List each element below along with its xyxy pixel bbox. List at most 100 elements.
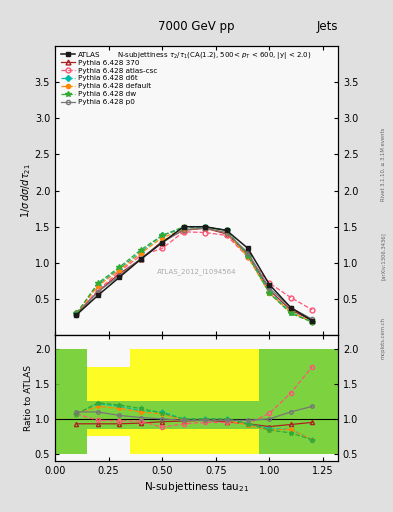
Pythia 6.428 atlas-csc: [310, 307, 315, 313]
Pythia 6.428 default: [138, 250, 143, 257]
Legend: ATLAS, Pythia 6.428 370, Pythia 6.428 atlas-csc, Pythia 6.428 d6t, Pythia 6.428 : ATLAS, Pythia 6.428 370, Pythia 6.428 at…: [58, 49, 160, 108]
Pythia 6.428 atlas-csc: [203, 229, 208, 236]
Pythia 6.428 default: [310, 319, 315, 325]
Pythia 6.428 d6t: [74, 310, 79, 316]
Line: Pythia 6.428 atlas-csc: Pythia 6.428 atlas-csc: [74, 229, 315, 316]
Pythia 6.428 d6t: [181, 225, 186, 231]
Pythia 6.428 d6t: [267, 289, 272, 295]
Text: Rivet 3.1.10, ≥ 3.1M events: Rivet 3.1.10, ≥ 3.1M events: [381, 127, 386, 201]
Pythia 6.428 default: [160, 234, 165, 241]
Pythia 6.428 p0: [288, 305, 293, 311]
Pythia 6.428 370: [160, 238, 165, 244]
Pythia 6.428 d6t: [95, 282, 100, 288]
Pythia 6.428 dw: [267, 290, 272, 296]
ATLAS: [203, 224, 208, 230]
Line: Pythia 6.428 dw: Pythia 6.428 dw: [73, 224, 315, 325]
Y-axis label: $1/\sigma\,d\sigma/d\tau_{21}$: $1/\sigma\,d\sigma/d\tau_{21}$: [20, 163, 33, 218]
ATLAS: [288, 305, 293, 311]
Pythia 6.428 p0: [203, 225, 208, 231]
Pythia 6.428 atlas-csc: [95, 287, 100, 293]
Pythia 6.428 370: [74, 310, 79, 316]
Pythia 6.428 d6t: [224, 227, 229, 233]
Text: 7000 GeV pp: 7000 GeV pp: [158, 20, 235, 33]
Pythia 6.428 default: [74, 310, 79, 316]
Pythia 6.428 dw: [181, 224, 186, 230]
Pythia 6.428 default: [181, 226, 186, 232]
Pythia 6.428 p0: [246, 250, 250, 256]
Y-axis label: Ratio to ATLAS: Ratio to ATLAS: [24, 365, 33, 431]
Pythia 6.428 default: [203, 225, 208, 231]
Pythia 6.428 atlas-csc: [117, 268, 122, 274]
ATLAS: [95, 292, 100, 298]
Text: ATLAS_2012_I1094564: ATLAS_2012_I1094564: [157, 268, 236, 275]
Pythia 6.428 default: [95, 283, 100, 289]
Pythia 6.428 d6t: [138, 249, 143, 255]
Pythia 6.428 370: [95, 289, 100, 295]
Pythia 6.428 p0: [224, 229, 229, 236]
Pythia 6.428 dw: [160, 232, 165, 239]
Text: Jets: Jets: [316, 20, 338, 33]
ATLAS: [74, 312, 79, 318]
ATLAS: [267, 282, 272, 288]
Pythia 6.428 d6t: [117, 266, 122, 272]
ATLAS: [160, 240, 165, 246]
Pythia 6.428 d6t: [246, 252, 250, 259]
Pythia 6.428 atlas-csc: [224, 232, 229, 239]
Pythia 6.428 default: [117, 267, 122, 273]
Pythia 6.428 dw: [224, 227, 229, 233]
Pythia 6.428 atlas-csc: [74, 310, 79, 316]
ATLAS: [138, 256, 143, 262]
Text: [arXiv:1306.3436]: [arXiv:1306.3436]: [381, 232, 386, 280]
Pythia 6.428 p0: [310, 316, 315, 322]
Pythia 6.428 d6t: [310, 319, 315, 325]
Pythia 6.428 dw: [74, 310, 79, 316]
Pythia 6.428 dw: [95, 280, 100, 286]
Pythia 6.428 d6t: [288, 309, 293, 315]
Pythia 6.428 atlas-csc: [181, 229, 186, 235]
Pythia 6.428 p0: [267, 285, 272, 291]
Pythia 6.428 dw: [288, 310, 293, 316]
Pythia 6.428 p0: [95, 289, 100, 295]
Line: Pythia 6.428 default: Pythia 6.428 default: [74, 226, 314, 324]
Pythia 6.428 d6t: [203, 224, 208, 230]
Pythia 6.428 370: [181, 227, 186, 233]
Pythia 6.428 dw: [246, 252, 250, 259]
Pythia 6.428 370: [224, 231, 229, 237]
Pythia 6.428 default: [288, 309, 293, 315]
ATLAS: [246, 245, 250, 251]
Text: N-subjettiness $\tau_2/\tau_1$(CA(1.2), 500< $p_T$ < 600, |y| < 2.0): N-subjettiness $\tau_2/\tau_1$(CA(1.2), …: [117, 50, 312, 61]
Pythia 6.428 p0: [74, 312, 79, 318]
Pythia 6.428 370: [203, 225, 208, 231]
Line: Pythia 6.428 d6t: Pythia 6.428 d6t: [74, 225, 314, 324]
Pythia 6.428 atlas-csc: [138, 252, 143, 259]
Pythia 6.428 dw: [117, 264, 122, 270]
Pythia 6.428 atlas-csc: [246, 254, 250, 260]
X-axis label: N-subjettiness tau$_{21}$: N-subjettiness tau$_{21}$: [144, 480, 249, 494]
Pythia 6.428 370: [267, 287, 272, 293]
Pythia 6.428 dw: [203, 224, 208, 230]
Pythia 6.428 d6t: [160, 232, 165, 239]
ATLAS: [310, 317, 315, 324]
Line: Pythia 6.428 370: Pythia 6.428 370: [74, 226, 315, 323]
Pythia 6.428 p0: [181, 226, 186, 232]
Pythia 6.428 dw: [138, 247, 143, 253]
Pythia 6.428 370: [117, 271, 122, 277]
Pythia 6.428 370: [310, 317, 315, 324]
Pythia 6.428 atlas-csc: [288, 294, 293, 301]
Pythia 6.428 370: [138, 256, 143, 262]
Pythia 6.428 370: [246, 251, 250, 257]
Pythia 6.428 p0: [138, 255, 143, 262]
Line: Pythia 6.428 p0: Pythia 6.428 p0: [74, 226, 314, 322]
Line: ATLAS: ATLAS: [74, 224, 315, 323]
Pythia 6.428 370: [288, 307, 293, 313]
Pythia 6.428 default: [267, 290, 272, 296]
Pythia 6.428 atlas-csc: [267, 280, 272, 286]
Text: mcplots.cern.ch: mcplots.cern.ch: [381, 317, 386, 359]
Pythia 6.428 default: [224, 229, 229, 236]
ATLAS: [181, 224, 186, 230]
ATLAS: [224, 227, 229, 233]
Pythia 6.428 p0: [117, 273, 122, 279]
Pythia 6.428 atlas-csc: [160, 245, 165, 251]
Pythia 6.428 p0: [160, 240, 165, 246]
ATLAS: [117, 274, 122, 281]
